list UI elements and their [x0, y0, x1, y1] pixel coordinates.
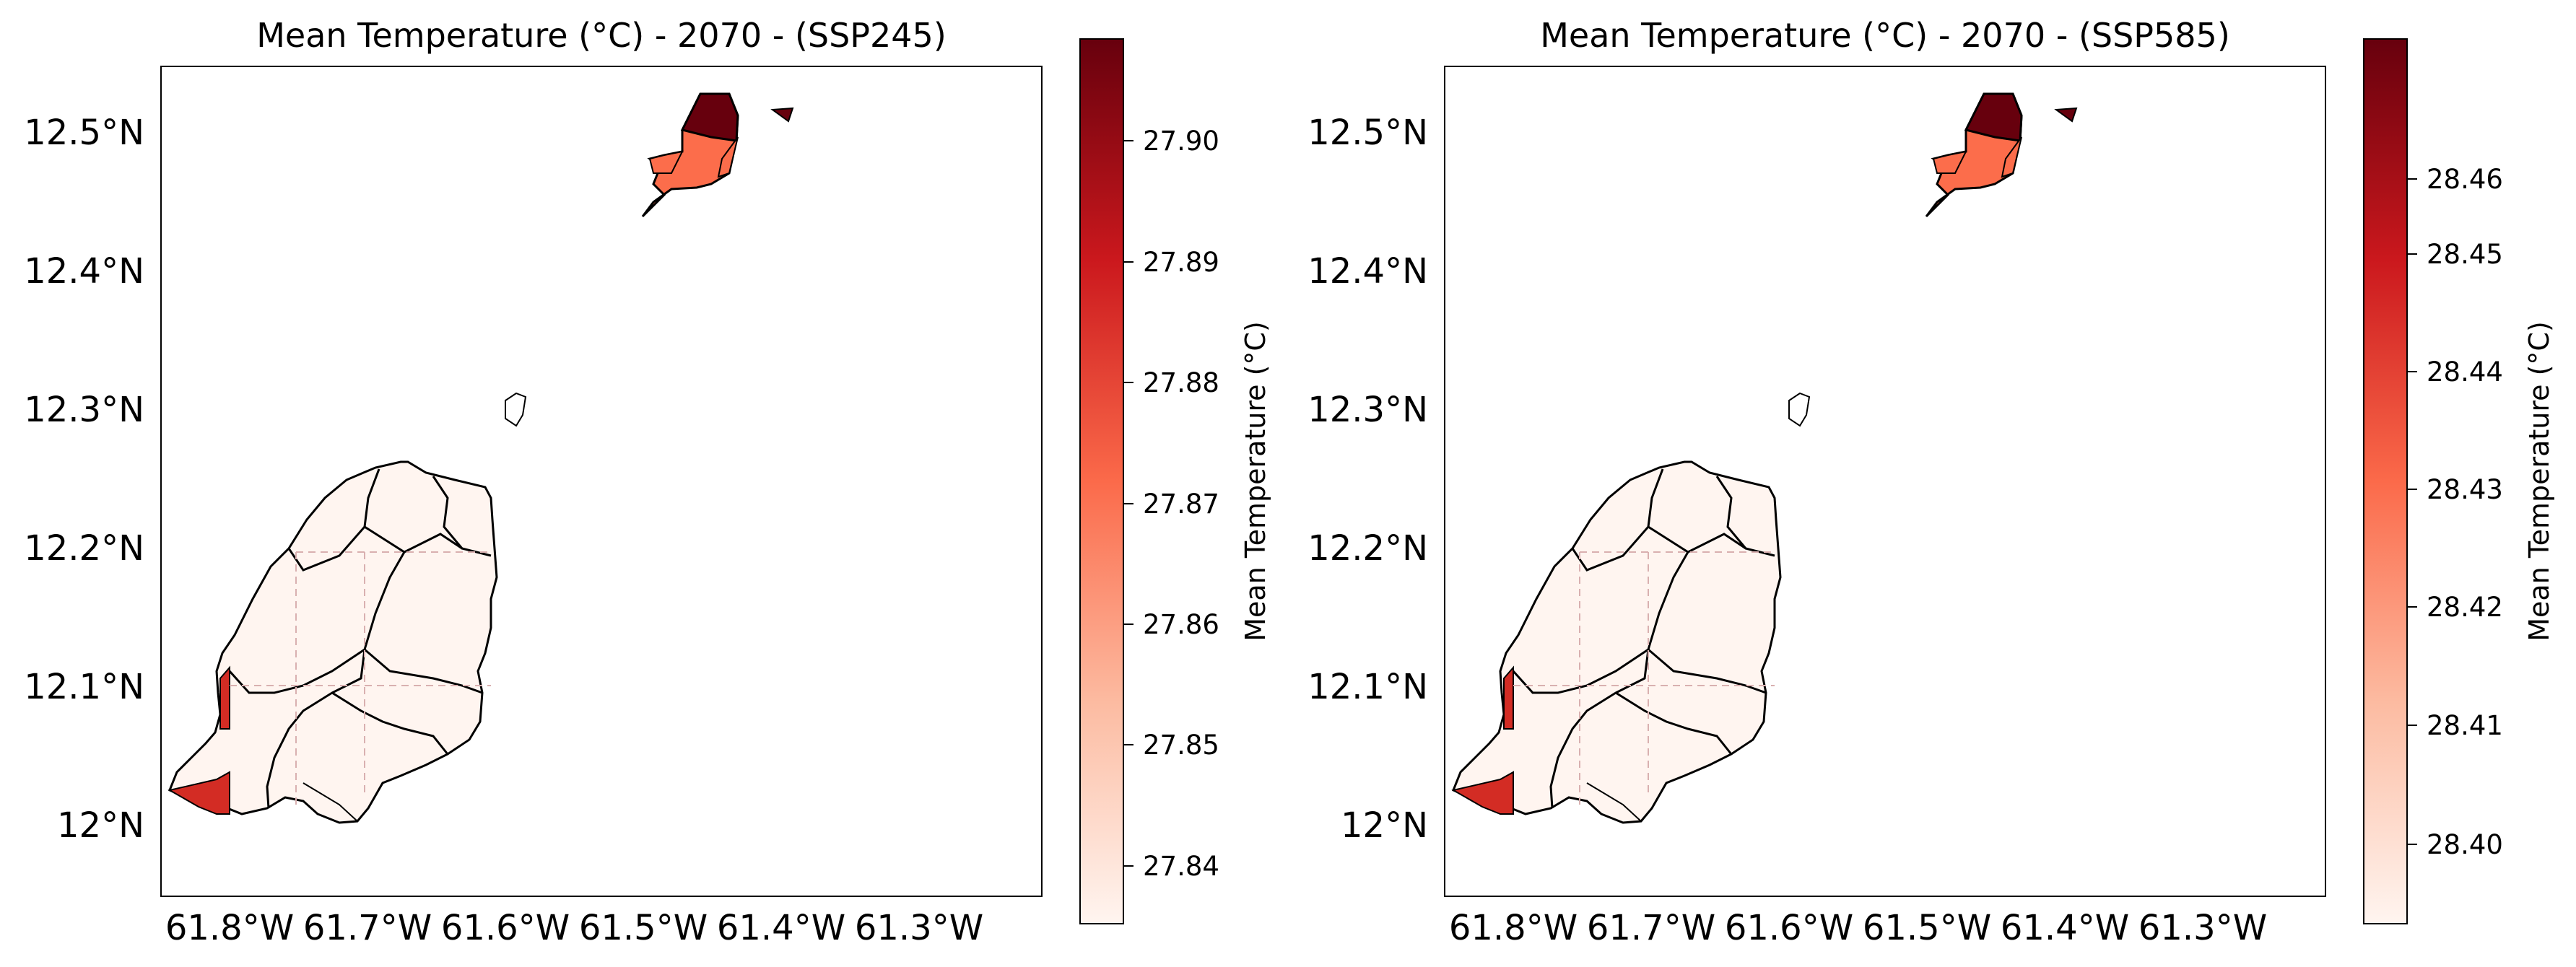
lon-tick: 61.8°W	[165, 908, 294, 948]
lon-tick: 61.7°W	[303, 908, 432, 948]
colorbar: 27.90 27.89 27.88 27.87 27.86 27.85 27.8…	[1079, 38, 1271, 924]
colorbar-tick: 28.42	[2427, 592, 2503, 623]
colorbar-tick: 28.44	[2427, 356, 2503, 388]
lat-tick: 12.4°N	[24, 251, 144, 292]
lat-tick: 12.4°N	[1307, 251, 1428, 292]
colorbar-tick: 27.85	[1143, 730, 1219, 761]
colorbar-tick: 27.84	[1143, 851, 1219, 882]
lon-tick: 61.3°W	[855, 908, 983, 948]
colorbar-tick: 28.45	[2427, 239, 2503, 270]
lat-tick: 12°N	[57, 805, 144, 846]
lon-tick: 61.5°W	[579, 908, 708, 948]
colorbar-label: Mean Temperature (°C)	[1240, 321, 1271, 642]
lon-tick: 61.6°W	[1725, 908, 1853, 948]
colorbar-tick: 28.43	[2427, 474, 2503, 505]
colorbar: 28.46 28.45 28.44 28.43 28.42 28.41 28.4…	[2363, 38, 2555, 924]
lat-tick: 12.3°N	[1307, 390, 1428, 430]
lat-tick: 12°N	[1341, 805, 1428, 846]
map-panel-ssp585: Mean Temperature (°C) - 2070 - (SSP585) …	[1307, 16, 2555, 948]
lon-tick: 61.4°W	[717, 908, 845, 948]
colorbar-tick: 28.40	[2427, 829, 2503, 860]
colorbar-gradient	[1079, 38, 1124, 924]
colorbar-tick: 27.88	[1143, 367, 1219, 398]
lat-tick: 12.5°N	[24, 113, 144, 153]
lon-tick: 61.8°W	[1449, 908, 1578, 948]
map-panel-ssp245: Mean Temperature (°C) - 2070 - (SSP245) …	[24, 16, 1271, 948]
lat-tick: 12.1°N	[24, 667, 144, 707]
colorbar-tick: 28.41	[2427, 710, 2503, 741]
panel-title: Mean Temperature (°C) - 2070 - (SSP245)	[256, 16, 947, 55]
colorbar-tick: 27.90	[1143, 126, 1219, 157]
lon-tick: 61.4°W	[2001, 908, 2129, 948]
lon-tick: 61.5°W	[1863, 908, 1991, 948]
colorbar-tick: 28.46	[2427, 164, 2503, 195]
colorbar-tick: 27.89	[1143, 247, 1219, 278]
lon-tick: 61.6°W	[441, 908, 570, 948]
colorbar-tick: 27.87	[1143, 489, 1219, 520]
colorbar-tick: 27.86	[1143, 609, 1219, 640]
panel-title: Mean Temperature (°C) - 2070 - (SSP585)	[1540, 16, 2230, 55]
lat-tick: 12.3°N	[24, 390, 144, 430]
lat-tick: 12.5°N	[1307, 113, 1428, 153]
lon-tick: 61.7°W	[1587, 908, 1715, 948]
lat-tick: 12.1°N	[1307, 667, 1428, 707]
lon-tick: 61.3°W	[2138, 908, 2267, 948]
colorbar-label: Mean Temperature (°C)	[2523, 321, 2555, 642]
lat-tick: 12.2°N	[1307, 528, 1428, 569]
lat-tick: 12.2°N	[24, 528, 144, 569]
colorbar-gradient	[2363, 38, 2408, 924]
